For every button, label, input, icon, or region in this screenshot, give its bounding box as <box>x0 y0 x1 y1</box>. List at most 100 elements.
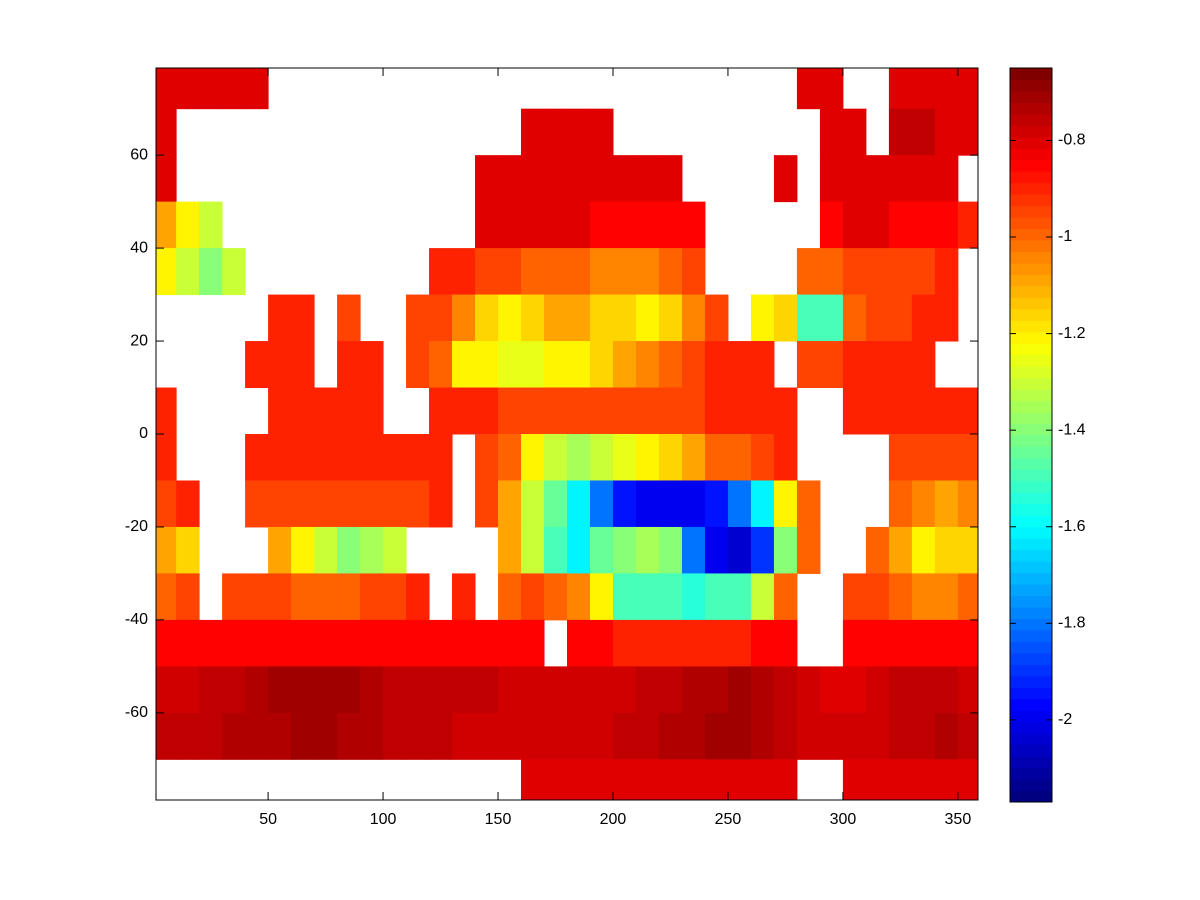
heatmap-cell <box>521 201 545 249</box>
heatmap-cell <box>658 573 683 621</box>
heatmap-cell <box>612 573 637 621</box>
heatmap-cell <box>567 108 591 156</box>
heatmap-cell <box>888 387 913 435</box>
colorbar-swatch <box>1010 652 1052 665</box>
heatmap-cell <box>635 759 660 800</box>
heatmap-cell <box>819 248 844 296</box>
heatmap-cell <box>521 341 545 389</box>
heatmap-cell <box>957 387 978 435</box>
heatmap-cell <box>156 387 177 435</box>
colorbar-swatch <box>1010 584 1052 597</box>
heatmap-cell <box>658 294 683 342</box>
heatmap-cell <box>475 201 499 249</box>
colorbar-swatch <box>1010 285 1052 298</box>
colorbar-swatch <box>1010 572 1052 585</box>
heatmap-cell <box>567 480 591 528</box>
heatmap-cell <box>429 294 453 342</box>
heatmap-cell <box>819 68 844 110</box>
colorbar-swatch <box>1010 675 1052 688</box>
heatmap-cell <box>156 108 177 156</box>
colorbar-swatch <box>1010 400 1052 413</box>
heatmap-cell <box>498 712 522 760</box>
heatmap-cell <box>842 666 867 714</box>
heatmap-cell <box>934 294 959 342</box>
heatmap-cell <box>567 526 591 574</box>
heatmap-cell <box>406 294 430 342</box>
heatmap-cell <box>888 201 913 249</box>
heatmap-cell <box>498 155 522 203</box>
heatmap-cell <box>957 573 978 621</box>
colorbar-swatch <box>1010 721 1052 734</box>
heatmap-cell <box>156 434 177 481</box>
colorbar-swatch <box>1010 515 1052 528</box>
heatmap-cell <box>222 68 246 110</box>
heatmap-cell <box>383 526 407 574</box>
heatmap-cell <box>337 712 361 760</box>
heatmap-cell <box>681 201 706 249</box>
heatmap-cell <box>429 619 453 667</box>
colorbar-swatch <box>1010 733 1052 746</box>
heatmap-cell <box>727 526 752 574</box>
heatmap-cell <box>842 155 867 203</box>
y-tick-label: -60 <box>125 704 148 721</box>
heatmap-cell <box>888 619 913 667</box>
heatmap-cell <box>498 201 522 249</box>
heatmap-cell <box>383 666 407 714</box>
colorbar-swatch <box>1010 492 1052 505</box>
colorbar-swatch <box>1010 113 1052 126</box>
heatmap-cell <box>475 434 499 481</box>
heatmap-cell <box>612 526 637 574</box>
heatmap-cell <box>612 387 637 435</box>
heatmap-cell <box>521 155 545 203</box>
heatmap-cell <box>911 619 936 667</box>
colorbar-swatch <box>1010 274 1052 287</box>
heatmap-cell <box>658 759 683 800</box>
heatmap-cell <box>750 434 775 481</box>
heatmap-cell <box>544 108 568 156</box>
heatmap-cell <box>658 387 683 435</box>
colorbar-swatch <box>1010 469 1052 482</box>
colorbar-swatch <box>1010 148 1052 161</box>
heatmap-cell <box>842 759 867 800</box>
x-tick-label: 200 <box>600 811 627 828</box>
heatmap-cell <box>314 387 338 435</box>
heatmap-cell <box>199 666 223 714</box>
heatmap-cell <box>360 573 384 621</box>
heatmap-cell <box>934 573 959 621</box>
colorbar-tick-label: -2 <box>1058 711 1072 728</box>
heatmap-cell <box>589 341 614 389</box>
colorbar-swatch <box>1010 538 1052 551</box>
heatmap-cell <box>291 526 315 574</box>
heatmap-cell <box>589 619 614 667</box>
heatmap-cell <box>222 666 246 714</box>
heatmap-cell <box>291 341 315 389</box>
heatmap-cell <box>911 155 936 203</box>
heatmap-cell <box>635 387 660 435</box>
heatmap-cell <box>934 759 959 800</box>
heatmap-cell <box>245 341 269 389</box>
colorbar-swatch <box>1010 767 1052 780</box>
heatmap-cell <box>911 712 936 760</box>
colorbar-swatch <box>1010 343 1052 356</box>
heatmap-cell <box>291 294 315 342</box>
heatmap-cell <box>842 341 867 389</box>
heatmap-cell <box>865 248 890 296</box>
heatmap-cell <box>291 480 315 528</box>
x-tick-label: 150 <box>485 811 512 828</box>
heatmap-cell <box>635 666 660 714</box>
heatmap-cell <box>658 480 683 528</box>
heatmap-cell <box>934 712 959 760</box>
heatmap-cell <box>589 573 614 621</box>
colorbar-swatch <box>1010 698 1052 711</box>
colorbar-swatch <box>1010 297 1052 310</box>
heatmap-cell <box>199 619 223 667</box>
heatmap-cell <box>934 248 959 296</box>
colorbar-swatch <box>1010 480 1052 493</box>
heatmap-cell <box>589 434 614 481</box>
heatmap-cell <box>156 248 177 296</box>
colorbar-swatch <box>1010 251 1052 264</box>
heatmap-cell <box>314 619 338 667</box>
colorbar-swatch <box>1010 366 1052 379</box>
